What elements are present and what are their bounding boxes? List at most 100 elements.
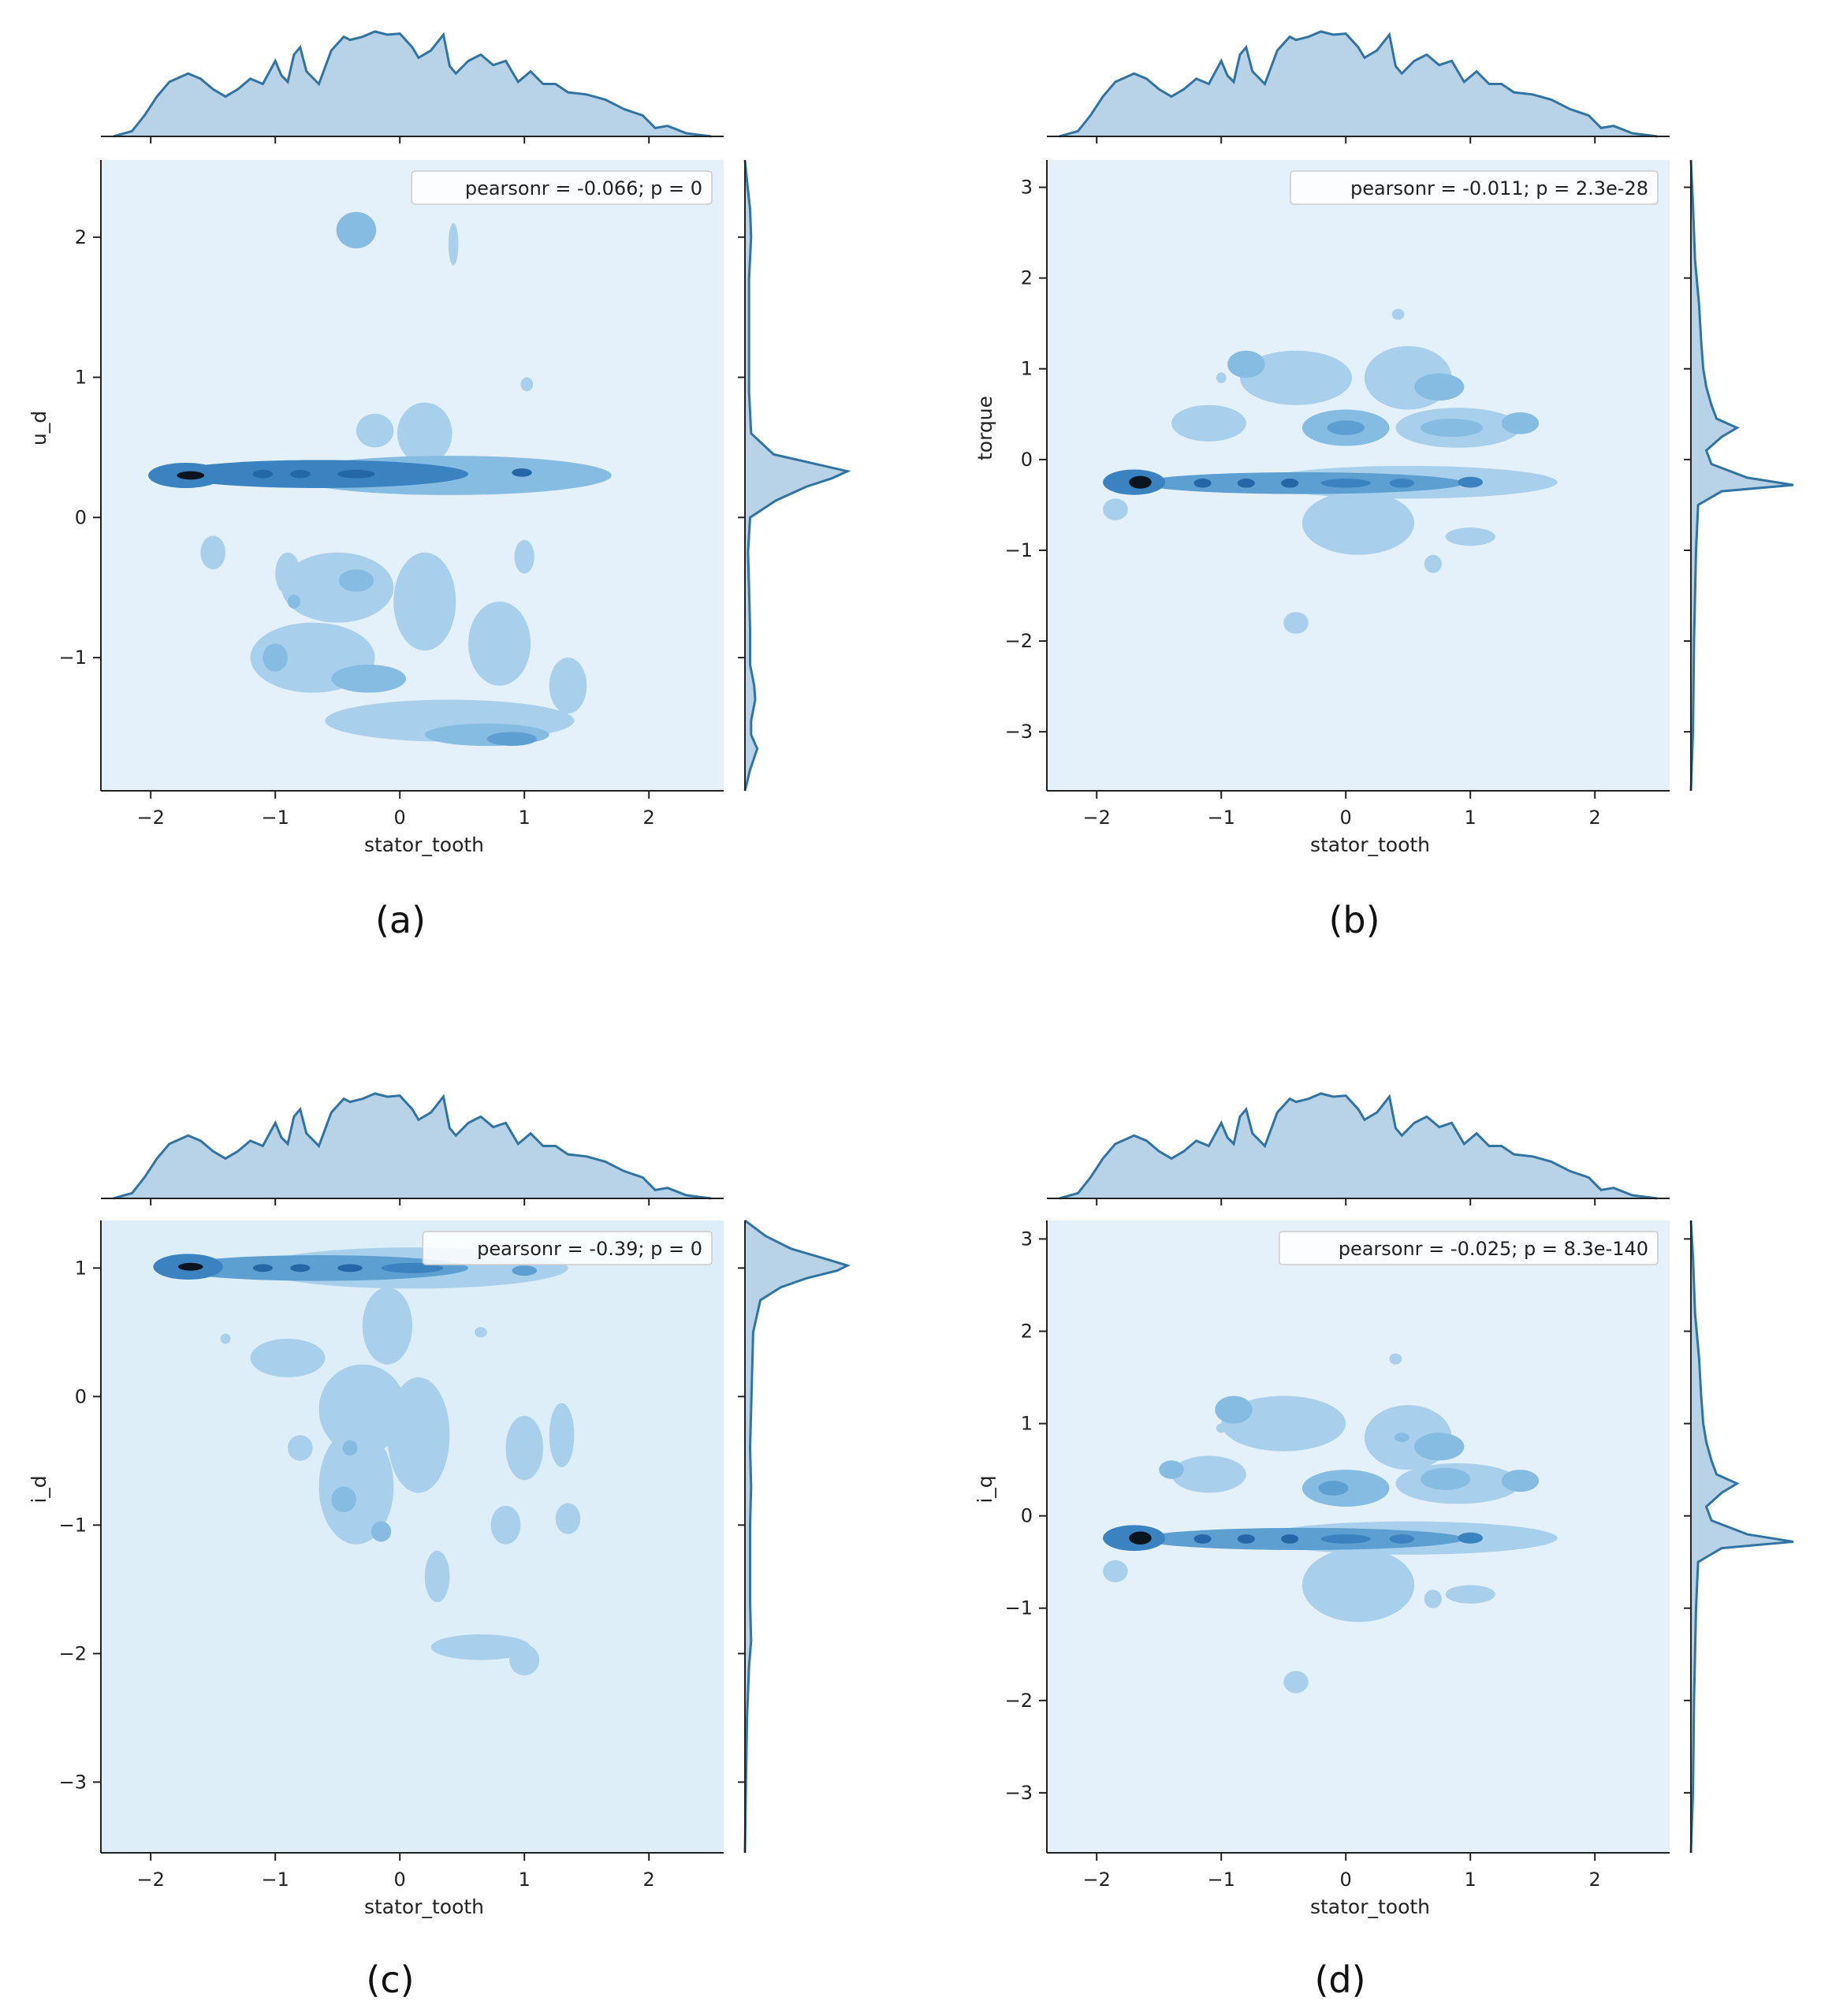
- kde-contour-28: [177, 471, 205, 480]
- kde-contour-26: [1129, 475, 1152, 489]
- kde-contour-8: [393, 552, 456, 651]
- panel-caption: (b): [1328, 899, 1380, 941]
- y-axis-label: torque: [974, 396, 996, 460]
- kde-contour-18: [1394, 1433, 1410, 1442]
- y-tick-label: 0: [75, 1385, 87, 1407]
- kde-contour-22: [169, 460, 469, 488]
- kde-contour-25: [1194, 1534, 1212, 1544]
- x-axis-label: stator_tooth: [1310, 1895, 1430, 1918]
- legend-text: pearsonr = -0.011; p = 2.3e-28: [1350, 177, 1648, 199]
- y-tick-label: −3: [1005, 1782, 1033, 1804]
- x-tick-label: −1: [1208, 1869, 1235, 1891]
- legend-box: [1290, 170, 1659, 205]
- kde-contour-24: [1458, 1532, 1483, 1544]
- y-tick-label: 0: [1021, 1505, 1033, 1527]
- kde-contour-11: [555, 1503, 581, 1534]
- kde-contour-28: [1129, 1531, 1152, 1545]
- legend-text: pearsonr = -0.39; p = 0: [477, 1238, 702, 1260]
- kde-contour-5: [514, 539, 534, 574]
- kde-contour-19: [1140, 1527, 1465, 1550]
- x-axis-label: stator_tooth: [364, 1895, 484, 1918]
- kde-contour-17: [263, 643, 289, 672]
- kde-contour-22: [1458, 476, 1483, 488]
- kde-contour-9: [1283, 1671, 1309, 1694]
- kde-contour-13: [509, 1644, 540, 1676]
- marginal-y-fill: [745, 1220, 847, 1853]
- y-tick-label: −3: [59, 1771, 87, 1793]
- x-tick-label: 1: [1465, 1869, 1477, 1891]
- kde-contours: [153, 1247, 581, 1676]
- kde-contour-27: [1281, 1534, 1299, 1544]
- kde-contour-9: [1283, 612, 1309, 634]
- y-tick-label: 2: [1021, 1320, 1033, 1342]
- kde-contour-16: [1414, 373, 1465, 401]
- kde-contours: [1103, 1353, 1558, 1694]
- kde-contour-2: [448, 223, 459, 266]
- marginal-y-line: [1689, 159, 1794, 792]
- kde-contour-14: [220, 1333, 231, 1344]
- marginal-x-fill: [113, 32, 712, 136]
- x-tick-label: −1: [262, 1869, 289, 1891]
- marginal-x-line: [1059, 1092, 1658, 1200]
- y-tick-label: 1: [75, 1257, 87, 1279]
- x-tick-label: 1: [519, 807, 531, 829]
- x-tick-label: −2: [137, 807, 165, 829]
- kde-contour-3: [1171, 1455, 1246, 1493]
- y-axis-label: u_d: [28, 411, 50, 445]
- y-tick-label: −2: [59, 1642, 87, 1664]
- kde-contour-13: [1421, 419, 1483, 438]
- kde-contour-6: [424, 1550, 450, 1603]
- x-axis-label: stator_tooth: [1310, 833, 1430, 856]
- kde-contour-16: [1414, 1433, 1465, 1461]
- joint-plot-3: −2 −1 0 1 2 −3 −2 −1 0 1 2 3 stator_tooth i_q pearsonr…: [974, 1092, 1794, 2001]
- kde-contour-3: [1171, 404, 1246, 442]
- x-tick-label: 2: [1589, 1869, 1601, 1891]
- kde-contour-4: [200, 535, 225, 570]
- kde-contour-11: [1445, 527, 1495, 546]
- y-tick-label: 1: [1021, 358, 1033, 380]
- x-tick-label: 0: [1340, 1869, 1352, 1891]
- kde-contour-10: [490, 1505, 521, 1545]
- plot-background: [101, 1220, 724, 1853]
- kde-contour-1: [362, 1287, 412, 1365]
- y-tick-label: −1: [1005, 539, 1033, 561]
- kde-contour-10: [1424, 1589, 1442, 1608]
- y-tick-label: −3: [1005, 721, 1033, 743]
- kde-contour-3: [520, 377, 534, 392]
- x-tick-label: −2: [1083, 807, 1111, 829]
- kde-contour-25: [337, 1264, 363, 1273]
- x-tick-label: 2: [643, 1869, 655, 1891]
- x-axis-label: stator_tooth: [364, 833, 484, 856]
- kde-contour-14: [1501, 412, 1540, 434]
- kde-contour-14: [1501, 1470, 1540, 1492]
- y-axis-label: i_d: [28, 1475, 50, 1503]
- marginal-x-fill: [1059, 32, 1658, 136]
- kde-contour-19: [169, 1255, 469, 1281]
- kde-contour-7: [1216, 1423, 1227, 1433]
- kde-contour-8: [1389, 1353, 1402, 1365]
- marginal-x-line: [113, 30, 712, 138]
- y-tick-label: 3: [1021, 177, 1033, 199]
- kde-contour-11: [549, 658, 587, 714]
- kde-contour-26: [337, 469, 375, 479]
- kde-contour-24: [1237, 479, 1255, 488]
- x-tick-label: 2: [1589, 807, 1601, 829]
- kde-contour-6: [1302, 491, 1415, 555]
- marginal-y-line: [743, 159, 851, 792]
- kde-contour-24: [290, 1264, 311, 1273]
- marginal-x-fill: [113, 1094, 712, 1198]
- x-tick-label: −1: [262, 807, 289, 829]
- y-tick-label: 3: [1021, 1228, 1033, 1250]
- kde-contour-27: [512, 468, 532, 477]
- legend-box: [1279, 1231, 1659, 1265]
- kde-contours: [148, 211, 612, 747]
- kde-contour-18: [331, 665, 407, 693]
- marginal-y-fill: [1691, 1220, 1793, 1853]
- kde-contour-23: [1389, 1534, 1415, 1544]
- y-axis-label: i_q: [974, 1475, 996, 1503]
- kde-contour-20: [1320, 479, 1371, 488]
- marginal-y-fill: [1691, 160, 1793, 791]
- kde-contour-25: [1281, 479, 1299, 488]
- y-tick-label: 0: [1021, 449, 1033, 471]
- joint-plot-0: −2 −1 0 1 2 −1 0 1 2 stator_tooth u_d pearsonr = -0…: [28, 30, 851, 941]
